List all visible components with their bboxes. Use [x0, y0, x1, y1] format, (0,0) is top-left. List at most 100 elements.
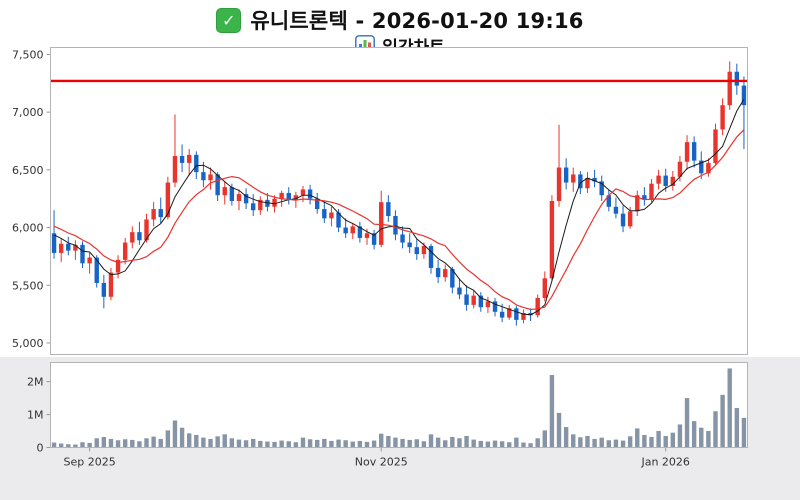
volume-bar — [243, 440, 249, 448]
candle-body-down — [51, 233, 57, 253]
volume-bar — [250, 438, 256, 448]
volume-bar — [407, 439, 412, 448]
candle-body-down — [592, 177, 597, 182]
volume-bar — [307, 439, 313, 448]
volume-bar — [435, 437, 441, 448]
volume-bar — [627, 436, 633, 448]
volume-bar — [635, 428, 640, 448]
volume-bar — [499, 441, 505, 448]
candle-body-up — [379, 202, 384, 245]
candle-body-down — [741, 85, 747, 106]
candle-body-up — [485, 301, 491, 308]
volume-bar — [229, 438, 235, 448]
volume-bar — [549, 375, 555, 448]
volume-bar — [457, 438, 462, 448]
candle-body-down — [336, 212, 341, 228]
volume-bar — [208, 438, 213, 448]
candle-body-down — [613, 206, 619, 214]
volume-bar — [521, 442, 526, 448]
volume-bar — [691, 421, 697, 448]
candle-body-up — [73, 244, 78, 251]
candle-body-down — [179, 155, 185, 163]
volume-bar — [122, 439, 128, 448]
volume-bar — [350, 441, 355, 448]
candle-body-down — [286, 192, 291, 200]
volume-bar — [130, 439, 135, 448]
volume-bar — [179, 427, 185, 448]
volume-bar — [514, 437, 519, 448]
volume-bar — [236, 439, 242, 448]
volume-bar — [606, 440, 612, 448]
candle-body-down — [457, 287, 462, 295]
volume-bar — [485, 441, 491, 448]
volume-bar — [343, 440, 348, 448]
volume-bar — [492, 440, 498, 448]
candle-body-up — [130, 232, 135, 243]
volume-bar — [151, 436, 156, 448]
volume-bar — [556, 412, 562, 448]
candle-body-down — [357, 226, 363, 238]
green-checkbox-icon: ✓ — [216, 7, 242, 33]
candle-body-up — [144, 219, 149, 241]
price-axis-label: 6,000 — [12, 222, 44, 235]
candle-body-down — [563, 167, 569, 183]
volume-bar — [542, 430, 548, 448]
volume-bar — [478, 440, 483, 448]
candle-body-up — [151, 209, 156, 220]
price-axis-label: 7,000 — [12, 106, 44, 119]
candle-body-down — [66, 243, 71, 251]
volume-bar — [66, 444, 71, 448]
volume-bar — [642, 434, 647, 448]
candle-body-down — [322, 209, 327, 219]
volume-bar — [592, 438, 597, 448]
candle-body-up — [677, 161, 683, 177]
volume-bar — [186, 433, 192, 448]
volume-bar — [272, 441, 277, 448]
volume-bar — [585, 435, 590, 448]
volume-bar — [315, 439, 320, 448]
candle-body-up — [521, 312, 526, 320]
volume-bar — [699, 427, 704, 448]
candle-body-down — [229, 187, 235, 201]
price-plot-border — [50, 47, 748, 355]
volume-bar — [222, 434, 227, 448]
candle-body-up — [272, 198, 277, 207]
volume-bar — [741, 417, 747, 448]
candle-body-up — [172, 155, 178, 183]
volume-axis-label: 2M — [27, 376, 44, 389]
candle-body-down — [407, 242, 412, 248]
volume-bar — [165, 430, 171, 448]
candle-body-down — [663, 175, 668, 186]
volume-bar — [379, 433, 384, 448]
candle-body-down — [80, 244, 85, 264]
candle-body-down — [499, 311, 505, 318]
volume-bar — [364, 441, 370, 448]
volume-bar — [158, 438, 163, 448]
candle-body-down — [307, 189, 313, 199]
volume-bar — [428, 434, 434, 448]
candle-body-up — [635, 195, 640, 212]
candle-body-up — [656, 175, 661, 184]
candle-body-down — [435, 267, 441, 278]
candle-body-down — [158, 209, 163, 218]
candle-body-up — [350, 226, 355, 234]
candle-body-down — [250, 203, 256, 211]
candle-body-up — [186, 154, 192, 163]
volume-bar — [734, 407, 740, 448]
volume-bar — [400, 438, 405, 448]
candle-body-down — [343, 227, 348, 234]
volume-bar — [80, 442, 85, 448]
candle-body-up — [556, 167, 562, 201]
volume-bar — [656, 431, 661, 448]
volume-bar — [613, 439, 619, 448]
volume-bar — [115, 440, 121, 448]
candle-body-down — [528, 312, 533, 316]
candle-body-down — [620, 213, 626, 227]
candle-body-up — [585, 177, 590, 189]
price-plot-area — [50, 47, 748, 355]
candle-body-up — [87, 257, 92, 264]
candle-body-up — [222, 187, 227, 196]
candle-body-up — [108, 272, 114, 297]
volume-plot-area — [50, 362, 748, 448]
volume-bar — [670, 432, 676, 448]
